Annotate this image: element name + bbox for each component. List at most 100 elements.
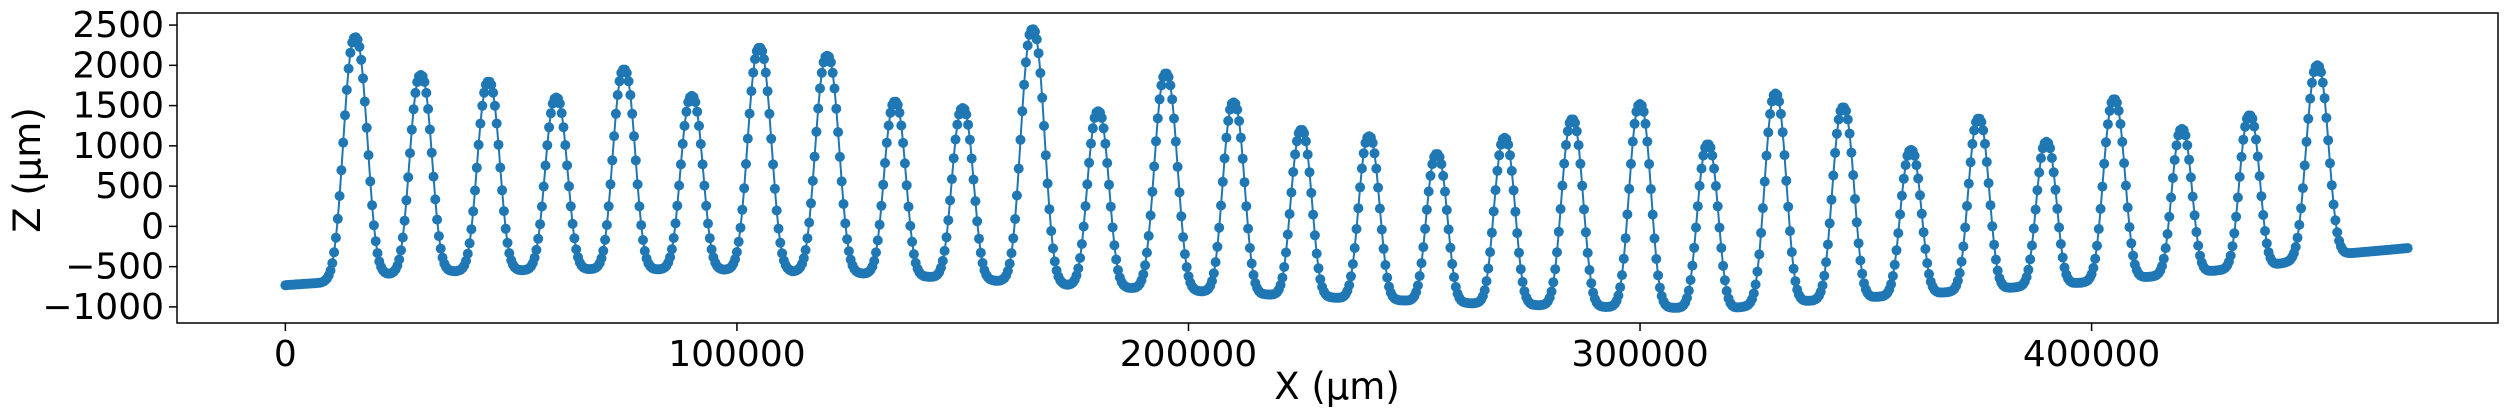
data-point [338,137,349,148]
data-point [1098,123,1109,134]
data-point [1152,113,1163,124]
data-point [1143,230,1154,241]
data-point [1087,123,1098,134]
data-point [1990,254,2001,265]
data-point [2252,151,2263,162]
data-point [410,87,421,98]
data-point [1694,180,1705,191]
data-point [1374,203,1385,214]
data-point [1086,138,1096,149]
data-point [1913,173,1924,184]
data-point [2050,184,2061,195]
data-point [1618,253,1629,264]
data-point [1916,208,1927,219]
data-point [1517,277,1528,287]
data-point [470,185,480,196]
data-point [1443,224,1454,235]
data-point [2088,262,2099,273]
data-point [1962,201,1972,211]
data-point [2238,134,2249,145]
data-point [695,139,706,149]
data-point [872,235,883,246]
data-point [831,103,842,114]
data-point [363,150,374,161]
data-point [1313,263,1324,274]
data-point [1492,165,1503,176]
data-point [834,151,845,162]
data-point [1857,268,1868,279]
data-point [1896,190,1907,201]
data-point [802,233,813,244]
data-point [1613,290,1624,301]
y-tick-label: 2000 [72,45,164,86]
data-point [1775,108,1786,119]
y-tick-label: 0 [141,206,164,247]
data-point [1514,247,1524,258]
data-point [2261,238,2272,249]
x-axis-label: X (µm) [1274,365,1400,408]
data-point [600,234,611,245]
data-point [1954,268,1965,278]
data-point [1891,245,1902,256]
data-point [750,54,760,65]
data-point [610,108,621,119]
data-point [475,118,486,129]
data-point [1040,150,1051,161]
data-point [598,245,609,256]
data-point [433,231,444,242]
data-point [1239,177,1250,188]
data-point [1577,180,1588,191]
data-point [1969,125,1980,136]
data-point [1100,138,1111,149]
data-point [1382,272,1393,283]
data-point [2113,105,2124,116]
data-point [1358,148,1369,159]
data-point [2099,158,2110,169]
data-point [1208,268,1219,279]
data-point [1763,127,1774,138]
data-point [2111,97,2122,108]
data-point [1309,230,1320,241]
data-point [943,215,954,226]
data-point [1842,114,1853,125]
data-point [1698,150,1709,161]
data-point [880,158,890,168]
data-point [1586,278,1597,289]
data-point [1237,153,1248,164]
data-point [1709,163,1720,174]
data-point [343,63,354,74]
data-point [1683,285,1694,296]
data-point [401,195,412,206]
data-point [423,104,434,114]
data-point [968,174,979,185]
data-point [1291,136,1302,147]
data-point [531,244,542,255]
data-point [1232,104,1243,115]
data-point [1692,201,1703,212]
data-point [1685,275,1696,285]
data-point [885,107,896,118]
data-point [2323,135,2334,146]
data-point [690,97,701,108]
data-point [468,206,479,217]
data-point [1710,181,1721,191]
data-point [471,162,482,173]
data-point [2045,143,2056,154]
data-point [1035,68,1046,78]
data-point [2402,243,2413,254]
data-point [1488,206,1499,217]
data-point [1819,270,1830,281]
data-point [2185,172,2196,183]
data-point [356,54,367,65]
data-point [2299,160,2310,171]
data-point [1752,266,1763,277]
data-point [2057,252,2068,263]
data-point [1956,256,1967,267]
data-point [903,201,914,212]
data-point [1420,223,1431,234]
data-point [1765,109,1776,119]
data-point [1707,150,1718,161]
y-tick-label: 500 [95,166,164,207]
data-point [2296,203,2307,214]
